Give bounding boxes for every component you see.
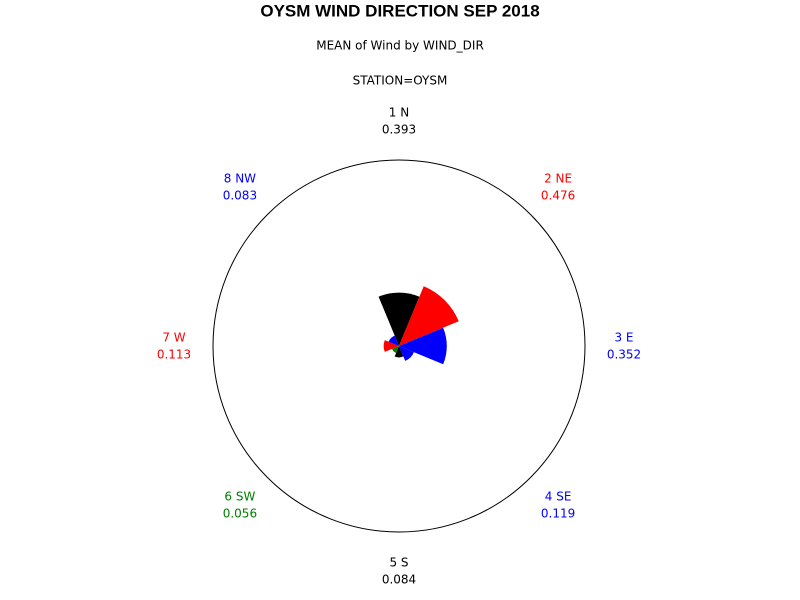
value-label: 0.056 [223,507,257,521]
wedge [399,286,459,346]
wedge [391,346,399,354]
chart-subtitle: MEAN of Wind by WIND_DIR [316,39,484,53]
value-label: 0.393 [382,123,416,137]
wedge [399,346,414,361]
wedge [399,327,447,365]
direction-label: 8 NW [224,171,256,185]
outer-circle [212,159,586,533]
direction-label: 6 SW [224,490,255,504]
value-label: 0.476 [541,188,575,202]
value-label: 0.084 [382,573,416,587]
value-label: 0.083 [223,188,257,202]
direction-label: 4 SE [545,490,572,504]
wedge [388,335,399,346]
wedge [378,292,420,346]
wedge [394,346,404,358]
direction-label: 3 E [614,331,633,345]
direction-label: 2 NE [544,171,572,185]
value-label: 0.119 [541,507,575,521]
chart-title: OYSM WIND DIRECTION SEP 2018 [260,1,539,20]
direction-label: 5 S [389,556,408,570]
direction-label: 1 N [389,106,409,120]
wedge [383,340,399,352]
value-label: 0.113 [157,348,191,362]
chart-subtitle: STATION=OYSM [353,74,448,88]
value-label: 0.352 [607,348,641,362]
direction-label: 7 W [162,331,185,345]
